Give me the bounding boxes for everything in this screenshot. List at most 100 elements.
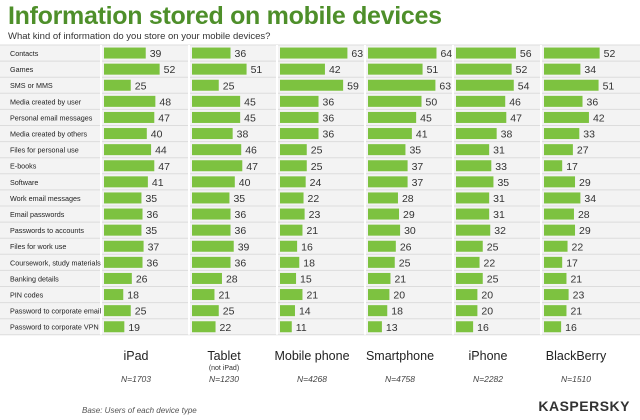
bar <box>456 176 494 188</box>
value-label: 46 <box>245 145 257 157</box>
value-label: 21 <box>570 306 582 318</box>
value-label: 64 <box>440 48 452 60</box>
bar <box>456 111 507 123</box>
bar <box>280 321 292 333</box>
bar <box>104 305 131 317</box>
value-label: 14 <box>299 306 311 318</box>
category-label: Software <box>10 178 38 187</box>
bar <box>192 95 241 107</box>
bar <box>280 256 300 268</box>
bar <box>368 176 408 188</box>
bar <box>544 208 574 220</box>
value-label: 28 <box>578 209 590 221</box>
bar <box>280 95 319 107</box>
value-label: 27 <box>577 145 589 157</box>
bar <box>280 289 303 301</box>
bar <box>104 240 144 252</box>
bar <box>192 160 243 172</box>
value-label: 42 <box>329 64 341 76</box>
category-label: Games <box>10 65 34 74</box>
bar <box>368 47 437 59</box>
category-label: Banking details <box>10 274 59 283</box>
bar <box>456 79 514 91</box>
value-label: 25 <box>135 80 147 92</box>
bar <box>368 128 412 140</box>
value-label: 25 <box>135 306 147 318</box>
series-sublabel: (not iPad) <box>209 365 239 372</box>
value-label: 56 <box>520 48 532 60</box>
value-label: 22 <box>308 193 320 205</box>
bar <box>544 160 563 172</box>
value-label: 30 <box>404 225 416 237</box>
bar <box>280 79 344 91</box>
value-label: 28 <box>226 273 238 285</box>
value-label: 18 <box>303 257 315 269</box>
bar <box>104 95 156 107</box>
bar <box>368 256 395 268</box>
value-label: 25 <box>223 80 235 92</box>
value-label: 63 <box>351 48 363 60</box>
bar <box>544 256 563 268</box>
bar <box>544 272 567 284</box>
value-label: 26 <box>136 273 148 285</box>
bar <box>104 192 142 204</box>
value-label: 36 <box>147 257 159 269</box>
bar <box>192 192 230 204</box>
bar <box>104 176 148 188</box>
value-label: 50 <box>426 96 438 108</box>
bar <box>280 47 348 59</box>
bar <box>280 160 307 172</box>
value-label: 54 <box>518 80 530 92</box>
bar <box>280 224 303 236</box>
value-label: 16 <box>301 241 313 253</box>
bar <box>544 144 573 156</box>
bar <box>192 79 219 91</box>
value-label: 51 <box>603 80 615 92</box>
value-label: 39 <box>150 48 162 60</box>
value-label: 37 <box>412 177 424 189</box>
bar <box>368 305 388 317</box>
category-label: Coursework, study materials <box>10 258 101 267</box>
value-label: 36 <box>235 225 247 237</box>
bar <box>456 95 506 107</box>
value-label: 59 <box>347 80 359 92</box>
bar <box>104 144 152 156</box>
value-label: 22 <box>484 257 496 269</box>
bar <box>368 321 382 333</box>
value-label: 18 <box>391 306 403 318</box>
bar <box>280 272 297 284</box>
series-label: Tablet <box>207 349 241 363</box>
value-label: 20 <box>393 290 405 302</box>
value-label: 40 <box>239 177 251 189</box>
value-label: 25 <box>487 241 499 253</box>
value-label: 35 <box>497 177 509 189</box>
bar <box>544 321 562 333</box>
value-label: 25 <box>399 257 411 269</box>
value-label: 13 <box>386 322 398 334</box>
bar <box>368 160 408 172</box>
bar <box>192 63 247 75</box>
value-label: 44 <box>155 145 167 157</box>
value-label: 45 <box>420 112 432 124</box>
value-label: 48 <box>159 96 171 108</box>
value-label: 47 <box>246 161 258 173</box>
bar <box>280 192 304 204</box>
value-label: 32 <box>494 225 506 237</box>
page-title: Information stored on mobile devices <box>8 2 442 30</box>
bar <box>280 305 295 317</box>
value-label: 36 <box>323 112 335 124</box>
bar <box>544 111 589 123</box>
value-label: 34 <box>584 193 596 205</box>
bar <box>456 240 483 252</box>
bar <box>104 224 142 236</box>
bar <box>368 111 417 123</box>
value-label: 45 <box>244 96 256 108</box>
series-label: BlackBerry <box>546 349 607 363</box>
bar <box>544 128 580 140</box>
value-label: 21 <box>218 290 230 302</box>
value-label: 11 <box>296 322 307 334</box>
bar <box>544 95 583 107</box>
category-label: Passwords to accounts <box>10 226 84 235</box>
series-sample-size: N=1510 <box>561 374 591 384</box>
bar <box>192 208 231 220</box>
